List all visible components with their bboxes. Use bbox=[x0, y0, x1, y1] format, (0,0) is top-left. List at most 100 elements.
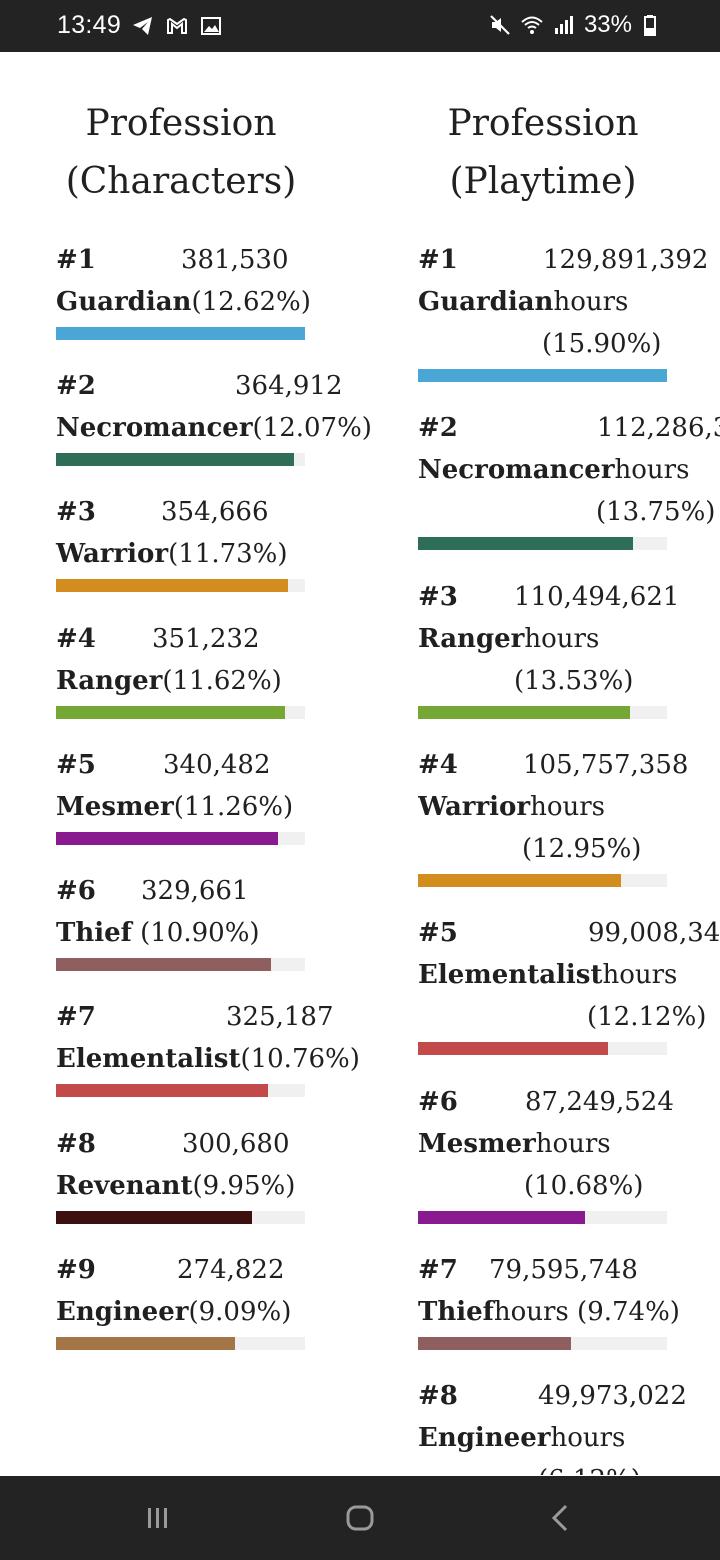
share-bar-fill bbox=[56, 706, 285, 719]
playtime-title: Profession (Playtime) bbox=[447, 103, 639, 202]
playtime-column: Profession (Playtime) #1 129,891,392 (15.9… bbox=[418, 95, 720, 1475]
unit-label: hours bbox=[553, 287, 629, 317]
share-bar-fill bbox=[418, 706, 630, 719]
count-value: 105,757,358 bbox=[523, 750, 689, 780]
profession-line: Ranger(11.62%) bbox=[56, 661, 282, 701]
back-icon[interactable] bbox=[546, 1502, 578, 1534]
profession-line: Mesmerhours bbox=[418, 1124, 611, 1164]
share-bar-fill bbox=[418, 1211, 585, 1224]
profession-name: Warrior bbox=[56, 539, 169, 569]
profession-line: Necromancer(12.07%) bbox=[56, 408, 372, 448]
telegram-icon bbox=[131, 14, 155, 38]
profession-name: Mesmer bbox=[418, 1129, 536, 1159]
percent-value: (11.62%) bbox=[162, 666, 282, 696]
profession-line: Rangerhours bbox=[418, 619, 599, 659]
profession-name: Thief bbox=[418, 1297, 494, 1327]
rank-label: #3 bbox=[56, 497, 96, 527]
rank-label: #8 bbox=[418, 1381, 458, 1411]
rank-label: #6 bbox=[418, 1087, 458, 1117]
share-bar bbox=[418, 1337, 667, 1350]
count-value: 49,973,022 bbox=[538, 1381, 687, 1411]
recent-apps-icon[interactable] bbox=[142, 1502, 174, 1534]
share-bar-fill bbox=[56, 1337, 235, 1350]
signal-icon bbox=[552, 13, 576, 37]
share-bar bbox=[418, 1042, 667, 1055]
share-bar bbox=[56, 327, 305, 340]
profession-name: Mesmer bbox=[56, 792, 174, 822]
count-value: 129,891,392 bbox=[543, 245, 709, 275]
share-bar bbox=[56, 1084, 305, 1097]
share-bar bbox=[56, 453, 305, 466]
percent-value: (11.26%) bbox=[173, 792, 294, 822]
share-bar bbox=[418, 874, 667, 887]
percent-value: (11.73%) bbox=[168, 539, 288, 569]
profession-name: Elementalist bbox=[56, 1044, 241, 1074]
unit-label: hours bbox=[614, 455, 690, 485]
profession-line: Guardianhours bbox=[418, 282, 628, 322]
rank-label: #4 bbox=[418, 750, 458, 780]
unit-label: hours bbox=[524, 624, 600, 654]
rank-label: #2 bbox=[56, 371, 96, 401]
share-bar-fill bbox=[56, 579, 288, 592]
rank-label: #4 bbox=[56, 624, 96, 654]
rank-label: #5 bbox=[418, 918, 458, 948]
wifi-icon bbox=[520, 13, 544, 37]
share-bar-fill bbox=[418, 369, 667, 382]
characters-title: Profession (Characters) bbox=[65, 103, 297, 202]
share-bar-fill bbox=[56, 1084, 268, 1097]
profession-name: Necromancer bbox=[56, 413, 253, 443]
percent-value: (10.90%) bbox=[140, 918, 260, 948]
mute-icon bbox=[488, 13, 512, 37]
count-value: 99,008,344 bbox=[588, 918, 720, 948]
share-bar-fill bbox=[56, 958, 271, 971]
unit-label: hours bbox=[530, 792, 606, 822]
status-time: 13:49 bbox=[57, 11, 122, 39]
rank-label: #1 bbox=[418, 245, 458, 275]
share-bar bbox=[56, 958, 305, 971]
profession-line: Warrior(11.73%) bbox=[56, 534, 288, 574]
count-value: 325,187 bbox=[226, 1002, 334, 1032]
profession-name: Elementalist bbox=[418, 960, 603, 990]
profession-line: Mesmer(11.26%) bbox=[56, 787, 293, 827]
share-bar-fill bbox=[418, 537, 633, 550]
percent-value: (15.90%) bbox=[542, 329, 662, 359]
gmail-icon bbox=[165, 14, 189, 38]
rank-label: #5 bbox=[56, 750, 96, 780]
percent-value: (12.12%) bbox=[587, 1002, 707, 1032]
unit-label: hours bbox=[493, 1297, 569, 1327]
share-bar bbox=[418, 1211, 667, 1224]
home-icon[interactable] bbox=[344, 1502, 376, 1534]
count-value: 110,494,621 bbox=[514, 582, 680, 612]
battery-icon bbox=[640, 13, 664, 37]
share-bar bbox=[56, 832, 305, 845]
percent-value: (6.12%) bbox=[538, 1465, 641, 1475]
count-value: 112,286,3 bbox=[597, 413, 720, 443]
profession-line: Engineer(9.09%) bbox=[56, 1292, 291, 1332]
profession-name: Warrior bbox=[418, 792, 531, 822]
unit-label: hours bbox=[602, 960, 678, 990]
count-value: 87,249,524 bbox=[525, 1087, 674, 1117]
profession-line: Revenant(9.95%) bbox=[56, 1166, 295, 1206]
rank-label: #6 bbox=[56, 876, 96, 906]
profession-name: Ranger bbox=[418, 624, 525, 654]
share-bar-fill bbox=[56, 453, 294, 466]
unit-label: hours bbox=[550, 1423, 626, 1453]
percent-value: (12.95%) bbox=[522, 834, 642, 864]
count-value: 351,232 bbox=[152, 624, 260, 654]
profession-line: Elementalisthours bbox=[418, 955, 677, 995]
share-bar bbox=[418, 537, 667, 550]
profession-line: Thiefhours (9.74%) bbox=[418, 1292, 680, 1332]
profession-name: Ranger bbox=[56, 666, 163, 696]
rank-label: #8 bbox=[56, 1129, 96, 1159]
count-value: 329,661 bbox=[141, 876, 249, 906]
status-bar: 13:49 33% bbox=[0, 0, 720, 52]
unit-label: hours bbox=[535, 1129, 611, 1159]
count-value: 274,822 bbox=[177, 1255, 285, 1285]
count-value: 79,595,748 bbox=[489, 1255, 638, 1285]
share-bar-fill bbox=[418, 1042, 608, 1055]
battery-percent: 33% bbox=[583, 11, 632, 38]
profession-line: Elementalist(10.76%) bbox=[56, 1039, 360, 1079]
share-bar bbox=[418, 369, 667, 382]
percent-value: (9.09%) bbox=[188, 1297, 292, 1327]
profession-name: Thief bbox=[56, 918, 132, 948]
